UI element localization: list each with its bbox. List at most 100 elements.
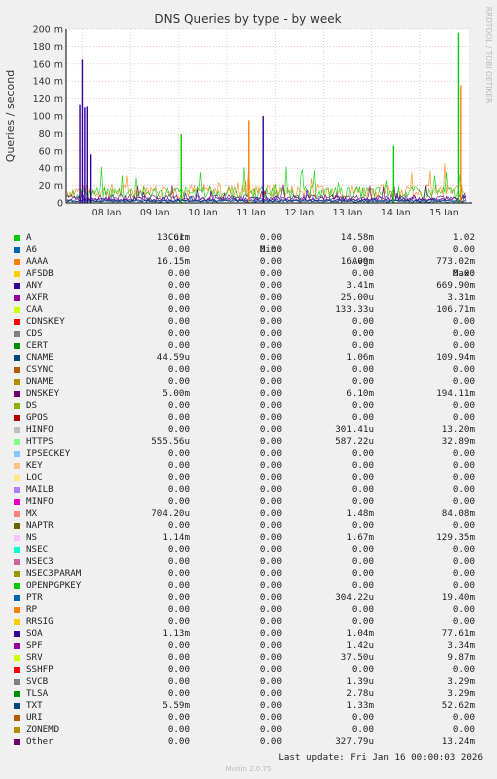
legend-row: RP 0.00 0.00 0.00 0.00 — [12, 604, 482, 616]
legend-avg: 1.06m — [346, 352, 374, 363]
legend-rows: A 13.61m 0.00 14.58m 1.02 A6 0.00 0.00 0.00 0.00 A… — [12, 232, 482, 748]
legend-min: 0.00 — [259, 604, 282, 615]
y-gridlines — [66, 28, 469, 186]
legend-cur: 5.59m — [162, 700, 190, 711]
legend-name: CERT — [26, 340, 49, 351]
legend-cur: 0.00 — [167, 664, 190, 675]
legend-swatch — [14, 547, 20, 553]
legend-name: URI — [26, 712, 43, 723]
legend-max: 13.24m — [441, 736, 475, 747]
legend-cur: 0.00 — [167, 520, 190, 531]
y-tick-label: 160 m — [33, 59, 63, 70]
legend-row: OPENPGPKEY 0.00 0.00 0.00 0.00 — [12, 580, 482, 592]
x-tick-label: 14 Jan — [381, 208, 411, 215]
legend-max: 0.00 — [452, 316, 475, 327]
legend-row: CDS 0.00 0.00 0.00 0.00 — [12, 328, 482, 340]
legend-cur: 0.00 — [167, 376, 190, 387]
legend-max: 129.35m — [436, 532, 475, 543]
legend-avg: 0.00 — [351, 460, 374, 471]
legend-min: 0.00 — [259, 412, 282, 423]
legend-name: GPOS — [26, 412, 49, 423]
legend-avg: 133.33u — [335, 304, 374, 315]
legend-name: HINFO — [26, 424, 54, 435]
legend-avg: 0.00 — [351, 544, 374, 555]
x-tick-label: 09 Jan — [140, 208, 170, 215]
legend-avg: 0.00 — [351, 556, 374, 567]
legend-min: 0.00 — [259, 460, 282, 471]
legend-row: HINFO 0.00 0.00 301.41u 13.20m — [12, 424, 482, 436]
legend-min: 0.00 — [259, 388, 282, 399]
legend-swatch — [14, 511, 20, 517]
legend-avg: 1.39u — [346, 676, 374, 687]
legend-cur: 0.00 — [167, 280, 190, 291]
legend-swatch — [14, 439, 20, 445]
legend-name: DNAME — [26, 376, 54, 387]
legend-min: 0.00 — [259, 364, 282, 375]
legend-name: IPSECKEY — [26, 448, 71, 459]
legend-cur: 0.00 — [167, 472, 190, 483]
legend-row: TXT 5.59m 0.00 1.33m 52.62m — [12, 700, 482, 712]
legend-max: 0.00 — [452, 568, 475, 579]
legend-max: 0.00 — [452, 520, 475, 531]
legend-name: NS — [26, 532, 38, 543]
legend-swatch — [14, 607, 20, 613]
legend-swatch — [14, 451, 20, 457]
legend-row: CNAME 44.59u 0.00 1.06m 109.94m — [12, 352, 482, 364]
legend-max: 109.94m — [436, 352, 475, 363]
legend-min: 0.00 — [259, 292, 282, 303]
legend-min: 0.00 — [259, 700, 282, 711]
legend-max: 0.00 — [452, 448, 475, 459]
legend-avg: 25.00u — [340, 292, 374, 303]
legend-avg: 0.00 — [351, 328, 374, 339]
legend-cur: 0.00 — [167, 448, 190, 459]
legend-swatch — [14, 655, 20, 661]
legend-swatch — [14, 367, 20, 373]
legend-name: CSYNC — [26, 364, 54, 375]
legend-swatch — [14, 379, 20, 385]
legend-row: CSYNC 0.00 0.00 0.00 0.00 — [12, 364, 482, 376]
legend-max: 0.00 — [452, 340, 475, 351]
legend-name: DS — [26, 400, 38, 411]
y-tick-label: 20 m — [39, 181, 63, 192]
legend-min: 0.00 — [259, 424, 282, 435]
legend-swatch — [14, 727, 20, 733]
legend-avg: 1.42u — [346, 640, 374, 651]
legend-swatch — [14, 679, 20, 685]
legend-name: OPENPGPKEY — [26, 580, 82, 591]
legend-max: 0.00 — [452, 712, 475, 723]
legend-swatch — [14, 307, 20, 313]
legend-avg: 0.00 — [351, 712, 374, 723]
legend-row: NSEC 0.00 0.00 0.00 0.00 — [12, 544, 482, 556]
legend-min: 0.00 — [259, 448, 282, 459]
legend-row: CERT 0.00 0.00 0.00 0.00 — [12, 340, 482, 352]
legend-avg: 0.00 — [351, 580, 374, 591]
legend-max: 84.08m — [441, 508, 475, 519]
legend-max: 3.34m — [447, 640, 475, 651]
legend-avg: 0.00 — [351, 724, 374, 735]
legend-name: AFSDB — [26, 268, 54, 279]
legend-cur: 0.00 — [167, 400, 190, 411]
legend-cur: 0.00 — [167, 592, 190, 603]
legend-min: 0.00 — [259, 316, 282, 327]
legend-min: 0.00 — [259, 688, 282, 699]
legend-name: PTR — [26, 592, 43, 603]
legend-swatch — [14, 583, 20, 589]
y-tick-label: 40 m — [39, 164, 63, 175]
legend-swatch — [14, 247, 20, 253]
legend-name: MINFO — [26, 496, 54, 507]
legend-min: 0.00 — [259, 244, 282, 255]
legend-cur: 44.59u — [156, 352, 190, 363]
legend-avg: 0.00 — [351, 472, 374, 483]
legend-name: CNAME — [26, 352, 54, 363]
legend-swatch — [14, 259, 20, 265]
legend-row: DS 0.00 0.00 0.00 0.00 — [12, 400, 482, 412]
legend-swatch — [14, 739, 20, 745]
legend-swatch — [14, 571, 20, 577]
legend: Cur: Min: Avg: Max: A 13.61m 0.00 14.58m 1.0… — [12, 220, 482, 748]
legend-avg: 6.10m — [346, 388, 374, 399]
legend-row: NAPTR 0.00 0.00 0.00 0.00 — [12, 520, 482, 532]
legend-row: ZONEMD 0.00 0.00 0.00 0.00 — [12, 724, 482, 736]
series-line-txt — [66, 195, 467, 203]
legend-cur: 704.20u — [151, 508, 190, 519]
legend-min: 0.00 — [259, 376, 282, 387]
